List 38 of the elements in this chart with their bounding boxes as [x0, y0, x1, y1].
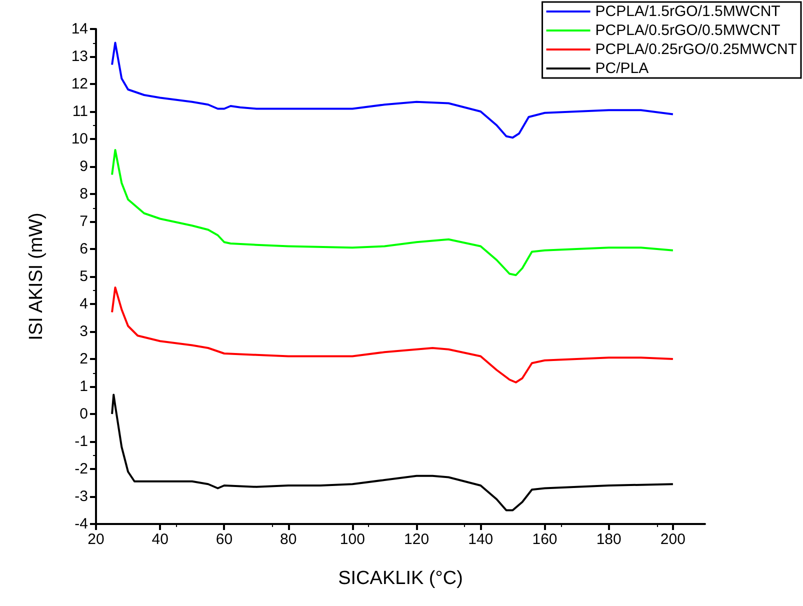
- legend-label: PCPLA/0.25rGO/0.25MWCNT: [595, 41, 798, 58]
- y-tick-label: 4: [80, 296, 88, 312]
- x-tick-label: 120: [404, 531, 430, 548]
- line-series: [111, 394, 674, 512]
- y-tick-label: 2: [80, 350, 88, 368]
- y-tick-label: 14: [71, 20, 88, 38]
- legend-label: PCPLA/0.5rGO/0.5MWCNT: [595, 22, 780, 39]
- y-tick-label: 12: [71, 76, 88, 92]
- y-tick-label: -4: [74, 516, 88, 532]
- x-tick-label: 80: [280, 531, 297, 548]
- x-tick-label: 100: [340, 531, 365, 548]
- y-tick-label: 0: [80, 406, 88, 422]
- y-tick-label: 9: [80, 158, 88, 175]
- y-tick-label: 10: [71, 130, 88, 148]
- y-tick-label: 8: [80, 186, 88, 202]
- legend-label: PCPLA/1.5rGO/1.5MWCNT: [595, 3, 780, 20]
- legend-label: PC/PLA: [595, 60, 649, 77]
- line-series: [111, 149, 674, 276]
- y-tick-label: 7: [80, 213, 88, 230]
- y-tick-label: 1: [80, 378, 88, 395]
- x-tick-label: 40: [152, 531, 168, 548]
- line-series: [111, 286, 674, 384]
- x-axis-title: SICAKLIK (°C): [338, 568, 463, 589]
- x-tick-label: 160: [532, 531, 558, 548]
- y-tick-label: 3: [80, 323, 88, 340]
- y-tick-label: -1: [74, 433, 88, 450]
- y-axis-title: ISI AKISI (mW): [26, 212, 47, 340]
- y-tick-label: -2: [74, 460, 88, 478]
- x-tick-label: 20: [88, 531, 104, 548]
- x-tick-label: 60: [216, 531, 233, 548]
- x-tick-label: 200: [660, 531, 686, 548]
- x-tick-label: 180: [596, 531, 622, 548]
- y-tick-label: 5: [80, 268, 88, 285]
- y-tick-label: 13: [71, 48, 88, 65]
- x-tick-label: 140: [468, 531, 494, 548]
- y-tick-label: -3: [74, 488, 88, 505]
- y-tick-label: 11: [72, 103, 88, 120]
- y-tick-label: 6: [80, 240, 88, 258]
